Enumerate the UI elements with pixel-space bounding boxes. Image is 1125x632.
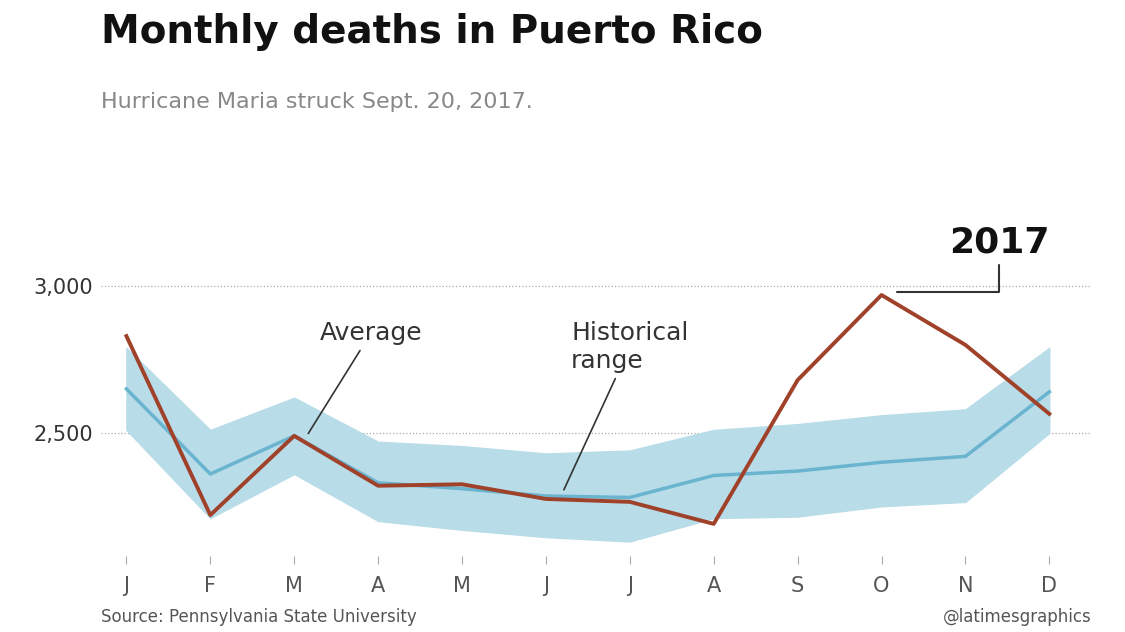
Text: Average: Average	[308, 322, 422, 434]
Text: 2017: 2017	[897, 226, 1050, 292]
Text: Hurricane Maria struck Sept. 20, 2017.: Hurricane Maria struck Sept. 20, 2017.	[101, 92, 533, 112]
Text: Monthly deaths in Puerto Rico: Monthly deaths in Puerto Rico	[101, 13, 763, 51]
Text: Source: Pennsylvania State University: Source: Pennsylvania State University	[101, 608, 417, 626]
Text: @latimesgraphics: @latimesgraphics	[943, 608, 1091, 626]
Text: Historical
range: Historical range	[564, 322, 688, 490]
